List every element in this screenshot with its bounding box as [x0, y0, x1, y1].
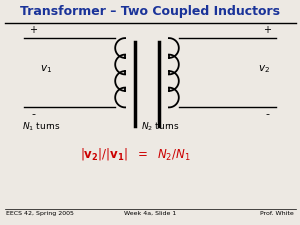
Text: -: - — [265, 109, 269, 119]
Text: +: + — [29, 25, 37, 35]
Text: $N_1$ turns: $N_1$ turns — [22, 121, 61, 133]
Text: EECS 42, Spring 2005: EECS 42, Spring 2005 — [6, 211, 74, 216]
Text: +: + — [263, 25, 271, 35]
Text: $|\mathbf{v_2}|/|\mathbf{v_1}|\ \ =\ \ N_2/N_1$: $|\mathbf{v_2}|/|\mathbf{v_1}|\ \ =\ \ N… — [80, 146, 190, 162]
Text: $N_2$ turns: $N_2$ turns — [141, 121, 180, 133]
Text: $v_1$: $v_1$ — [40, 63, 52, 75]
Text: -: - — [31, 109, 35, 119]
Text: $v_2$: $v_2$ — [258, 63, 270, 75]
Text: Prof. White: Prof. White — [260, 211, 294, 216]
Text: Week 4a, Slide 1: Week 4a, Slide 1 — [124, 211, 176, 216]
Text: Transformer – Two Coupled Inductors: Transformer – Two Coupled Inductors — [20, 4, 280, 18]
